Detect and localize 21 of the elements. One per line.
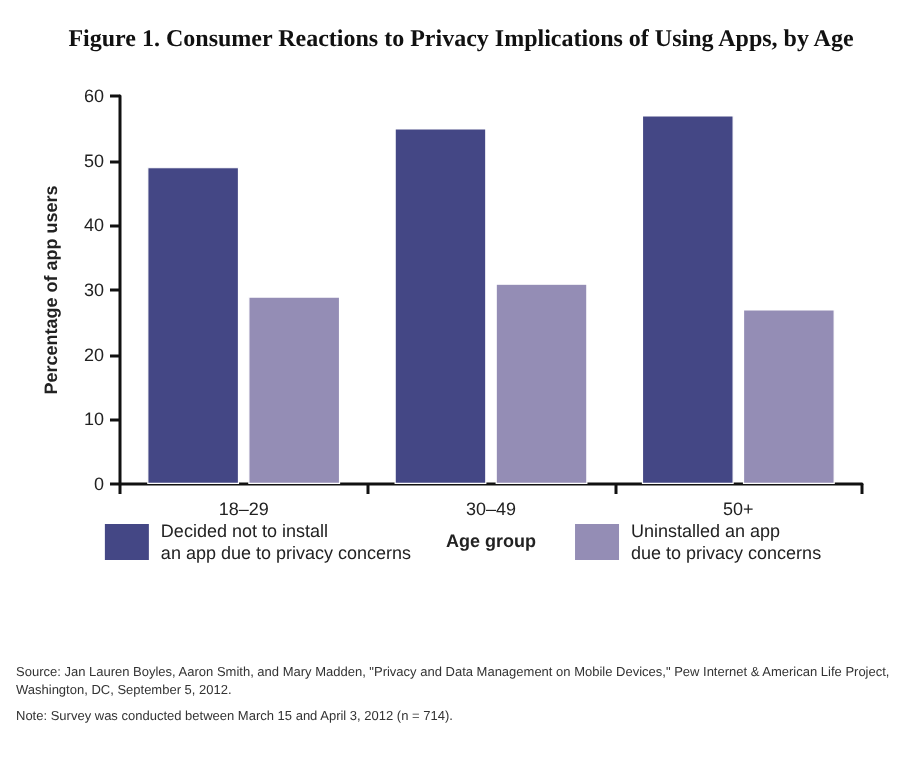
bar: [248, 296, 341, 484]
y-tick-label: 10: [83, 409, 104, 430]
y-axis-title: Percentage of app users: [41, 185, 61, 395]
y-tick-label: 50: [83, 150, 104, 171]
y-tick-label: 30: [83, 280, 104, 300]
legend-label: Uninstalled an app due to privacy concerns: [631, 521, 823, 563]
y-tick-label: 40: [83, 215, 104, 236]
legend-label: Decided not to install an app due to privacy concerns: [160, 521, 413, 563]
x-tick-label: 18–29: [218, 499, 269, 519]
bar: [742, 309, 835, 484]
y-tick-label: 60: [83, 86, 104, 106]
bar: [641, 115, 734, 484]
bar: [394, 128, 487, 484]
x-tick-label: 50+: [723, 499, 754, 519]
chart-title: Figure 1. Consumer Reactions to Privacy Implications of Using Apps, by Age: [68, 24, 855, 52]
bar: [147, 167, 240, 484]
bar: [495, 283, 588, 484]
y-tick-label: 20: [83, 344, 104, 365]
y-tick-label: 0: [93, 474, 104, 494]
x-tick-label: 30–49: [465, 499, 517, 519]
x-axis-title: Age group: [446, 531, 537, 551]
